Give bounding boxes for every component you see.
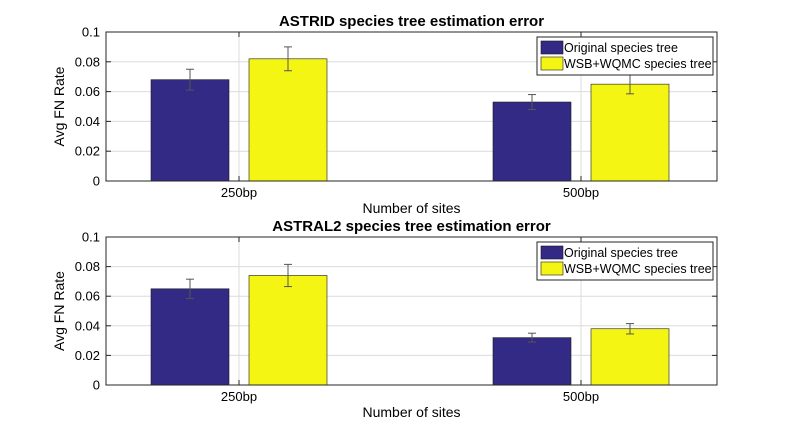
legend-swatch-wsb-wqmc bbox=[540, 56, 564, 71]
error-bar bbox=[186, 278, 194, 299]
y-tick-label: 0.06 bbox=[75, 84, 100, 99]
error-bar bbox=[284, 46, 292, 72]
error-bar bbox=[626, 323, 634, 335]
legend-label-original: Original species tree bbox=[564, 246, 678, 260]
legend-swatch-original bbox=[540, 40, 564, 55]
x-tick-label: 500bp bbox=[563, 185, 599, 200]
error-bar bbox=[528, 332, 536, 343]
axes-frame bbox=[105, 236, 718, 386]
y-axis-label: Avg FN Rate bbox=[51, 271, 67, 351]
y-tick-label: 0.02 bbox=[75, 348, 100, 363]
chart-panel-1: ASTRID species tree estimation error 0 0.0… bbox=[51, 13, 718, 216]
y-tick-label: 0.08 bbox=[75, 54, 100, 69]
chart-title: ASTRAL2 species tree estimation error bbox=[272, 218, 551, 235]
bar-original-250bp bbox=[150, 79, 230, 182]
y-tick-label: 0.06 bbox=[75, 289, 100, 304]
legend-swatch-wsb-wqmc bbox=[540, 261, 564, 276]
y-tick-label: 0.02 bbox=[75, 144, 100, 159]
y-tick-label: 0 bbox=[93, 174, 100, 189]
y-tick-label: 0.1 bbox=[82, 230, 100, 245]
error-bar bbox=[284, 263, 292, 288]
legend-box bbox=[536, 241, 714, 281]
y-tick-label: 0.08 bbox=[75, 259, 100, 274]
legend: Original species tree WSB+WQMC species tr… bbox=[536, 241, 714, 281]
y-tick-label: 0.04 bbox=[75, 318, 100, 333]
error-bar bbox=[186, 68, 194, 91]
chart-panel-2: ASTRAL2 species tree estimation error 0 0.… bbox=[51, 218, 718, 420]
axes-frame bbox=[105, 31, 718, 182]
x-tick-label: 250bp bbox=[221, 389, 257, 404]
legend-label-original: Original species tree bbox=[564, 41, 678, 55]
bar-original-500bp bbox=[492, 101, 572, 182]
y-axis-label: Avg FN Rate bbox=[51, 66, 67, 146]
bar-wsb-wqmc-500bp bbox=[590, 83, 670, 182]
x-axis-label: Number of sites bbox=[362, 404, 460, 420]
chart-title: ASTRID species tree estimation error bbox=[279, 13, 544, 30]
bar-wsb-wqmc-500bp bbox=[590, 328, 670, 386]
y-tick-label: 0.1 bbox=[82, 25, 100, 40]
error-bar bbox=[528, 94, 536, 110]
legend-box bbox=[536, 36, 714, 76]
bar-original-250bp bbox=[150, 288, 230, 386]
legend: Original species tree WSB+WQMC species tr… bbox=[536, 36, 714, 76]
bar-wsb-wqmc-250bp bbox=[248, 275, 328, 386]
bar-original-500bp bbox=[492, 337, 572, 386]
bar-wsb-wqmc-250bp bbox=[248, 58, 328, 182]
legend-label-wsb-wqmc: WSB+WQMC species tree bbox=[564, 262, 712, 276]
y-tick-label: 0 bbox=[93, 378, 100, 393]
x-tick-label: 500bp bbox=[563, 389, 599, 404]
x-tick-label: 250bp bbox=[221, 185, 257, 200]
legend-swatch-original bbox=[540, 245, 564, 260]
x-axis-label: Number of sites bbox=[362, 200, 460, 216]
legend-label-wsb-wqmc: WSB+WQMC species tree bbox=[564, 57, 712, 71]
y-tick-label: 0.04 bbox=[75, 114, 100, 129]
